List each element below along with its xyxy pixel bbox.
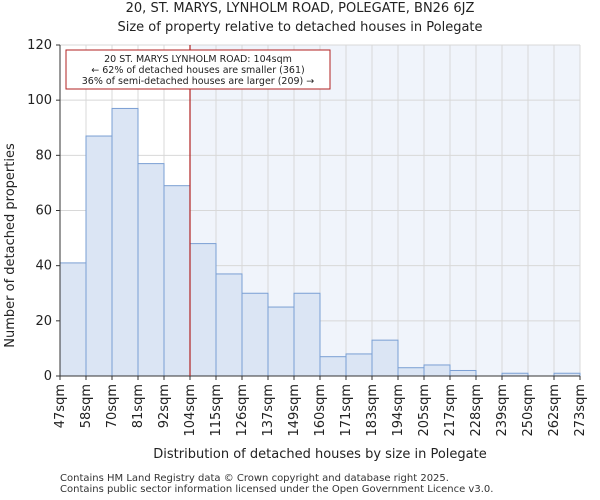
x-tick-label: 137sqm — [261, 384, 276, 437]
bar-149sqm — [293, 292, 321, 377]
x-tick-label: 160sqm — [313, 384, 328, 437]
x-tick-label: 115sqm — [209, 384, 224, 437]
x-tick-label: 58sqm — [79, 384, 94, 428]
bar-115sqm — [215, 273, 243, 377]
chart-title: 20, ST. MARYS, LYNHOLM ROAD, POLEGATE, B… — [125, 1, 475, 16]
y-tick-label: 40 — [35, 259, 52, 274]
bar-70sqm — [111, 107, 139, 377]
x-tick-label: 262sqm — [547, 384, 562, 437]
x-axis-title: Distribution of detached houses by size … — [153, 447, 486, 462]
bar-160sqm — [319, 356, 347, 377]
y-tick-label: 60 — [35, 204, 52, 219]
x-tick-label: 70sqm — [105, 384, 120, 428]
x-tick-label: 205sqm — [417, 384, 432, 437]
x-tick-label: 47sqm — [53, 384, 68, 428]
x-tick-label: 273sqm — [573, 384, 588, 437]
x-tick-label: 183sqm — [365, 384, 380, 437]
annotation-line-2: ← 62% of detached houses are smaller (36… — [91, 65, 304, 76]
x-tick-label: 217sqm — [443, 384, 458, 437]
bar-137sqm — [267, 306, 295, 377]
y-tick-label: 20 — [35, 314, 52, 329]
x-tick-label: 171sqm — [339, 384, 354, 437]
x-tick-label: 194sqm — [391, 384, 406, 437]
chart-subtitle: Size of property relative to detached ho… — [117, 20, 483, 35]
x-tick-label: 126sqm — [235, 384, 250, 437]
annotation-line-1: 20 ST. MARYS LYNHOLM ROAD: 104sqm — [104, 54, 292, 65]
x-tick-label: 92sqm — [157, 384, 172, 428]
y-tick-label: 0 — [44, 369, 52, 384]
y-axis-title: Number of detached properties — [3, 143, 18, 348]
bar-47sqm — [59, 262, 87, 377]
annotation-box — [65, 49, 331, 90]
y-tick-label: 80 — [35, 148, 52, 163]
footer-line-1: Contains HM Land Registry data © Crown c… — [60, 473, 449, 484]
bar-104sqm — [189, 243, 217, 377]
x-tick-label: 228sqm — [469, 384, 484, 437]
annotation-line-3: 36% of semi-detached houses are larger (… — [82, 76, 315, 87]
x-tick-label: 239sqm — [495, 384, 510, 437]
x-tick-label: 149sqm — [287, 384, 302, 437]
bar-171sqm — [345, 353, 373, 377]
bar-217sqm — [449, 369, 477, 377]
bar-205sqm — [423, 364, 451, 377]
bar-183sqm — [371, 339, 399, 377]
bar-92sqm — [163, 185, 191, 377]
x-tick-label: 81sqm — [131, 384, 146, 428]
x-tick-label: 250sqm — [521, 384, 536, 437]
footer-line-2: Contains public sector information licen… — [60, 484, 494, 495]
bar-81sqm — [137, 163, 165, 377]
y-tick-label: 100 — [27, 93, 52, 108]
bar-194sqm — [397, 367, 425, 377]
y-tick-label: 120 — [27, 38, 52, 53]
x-tick-label: 104sqm — [183, 384, 198, 437]
bar-58sqm — [85, 135, 113, 377]
bar-126sqm — [241, 292, 269, 377]
